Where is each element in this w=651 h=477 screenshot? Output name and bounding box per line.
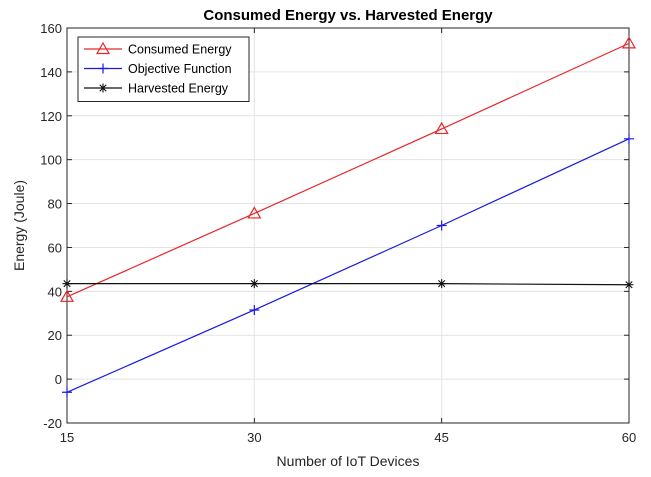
x-axis-ticks: 15 30 45 60 xyxy=(60,28,636,445)
y-axis-ticks: -20 0 20 40 60 80 100 120 140 160 xyxy=(40,21,629,431)
series-2 xyxy=(62,279,634,290)
y-tick-label: -20 xyxy=(43,416,62,431)
legend-swatch-marker xyxy=(98,83,108,93)
y-tick-label: 80 xyxy=(48,197,62,212)
data-point-marker xyxy=(247,206,262,219)
x-tick-label: 15 xyxy=(60,430,74,445)
y-tick-label: 40 xyxy=(48,284,62,299)
data-point-marker xyxy=(249,279,259,289)
legend-item: Consumed Energy xyxy=(84,41,232,57)
data-point-marker xyxy=(437,279,447,289)
data-point-marker xyxy=(62,279,72,289)
data-point-marker xyxy=(249,304,260,315)
data-point-marker xyxy=(621,36,637,49)
legend-label: Consumed Energy xyxy=(128,43,232,57)
y-tick-label: 160 xyxy=(40,21,62,36)
plot-frame xyxy=(66,27,630,424)
data-point-marker xyxy=(434,121,449,135)
y-tick-label: 140 xyxy=(40,65,62,80)
y-tick-label: 100 xyxy=(40,153,62,168)
y-tick-label: 120 xyxy=(40,109,62,124)
data-point-marker xyxy=(436,220,447,231)
legend-item: Harvested Energy xyxy=(84,82,229,96)
y-tick-label: 0 xyxy=(55,372,62,387)
legend-label: Objective Function xyxy=(128,62,232,76)
series-1 xyxy=(62,133,634,398)
y-tick-label: 20 xyxy=(48,328,62,343)
data-point-marker xyxy=(624,133,634,144)
legend-label: Harvested Energy xyxy=(128,82,229,96)
series-line xyxy=(66,42,630,298)
series-line xyxy=(66,138,630,393)
series-line xyxy=(67,283,630,286)
x-tick-label: 30 xyxy=(247,430,261,445)
x-tick-label: 60 xyxy=(622,430,636,445)
data-point-marker xyxy=(59,289,75,302)
x-axis-label: Number of IoT Devices xyxy=(277,453,420,469)
data-point-marker xyxy=(62,387,72,398)
series-0 xyxy=(59,36,637,302)
legend-swatch-marker xyxy=(98,63,108,74)
legend-swatch-marker xyxy=(95,41,111,55)
y-tick-label: 60 xyxy=(48,240,62,255)
legend: Consumed Energy Objective Function Harvest… xyxy=(77,36,250,102)
x-tick-label: 45 xyxy=(434,430,448,445)
data-point-marker xyxy=(624,280,634,290)
legend-item: Objective Function xyxy=(84,62,232,76)
y-axis-label: Energy (Joule) xyxy=(11,180,27,271)
series xyxy=(59,36,637,398)
chart-title: Consumed Energy vs. Harvested Energy xyxy=(203,7,493,24)
